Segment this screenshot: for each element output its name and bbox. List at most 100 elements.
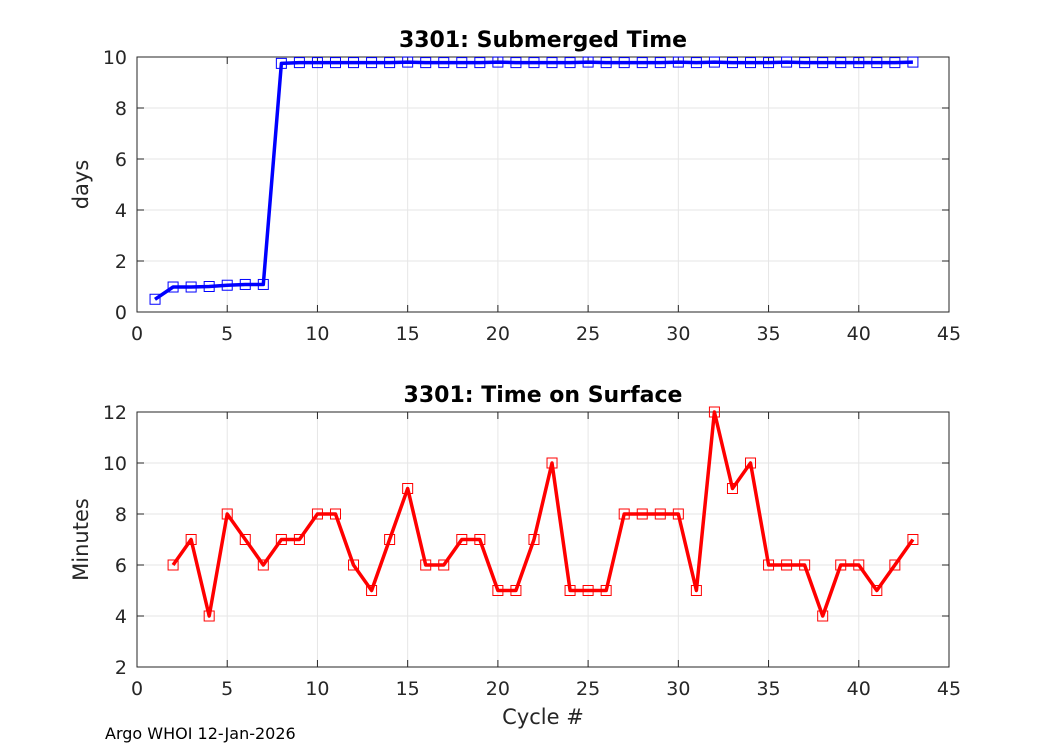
data-point bbox=[582, 56, 594, 68]
data-point bbox=[456, 57, 468, 69]
data-point bbox=[907, 534, 919, 545]
chart-title: 3301: Time on Surface bbox=[404, 383, 683, 408]
data-point bbox=[420, 559, 432, 571]
data-point bbox=[167, 559, 179, 571]
series-line bbox=[154, 60, 913, 301]
data-point bbox=[275, 57, 287, 69]
data-point bbox=[672, 56, 684, 68]
x-tick-label: 45 bbox=[937, 678, 961, 700]
data-point bbox=[781, 56, 793, 68]
data-point bbox=[582, 585, 594, 596]
data-point bbox=[600, 585, 612, 596]
data-point bbox=[708, 406, 720, 418]
x-tick-label: 40 bbox=[847, 678, 871, 700]
data-point bbox=[438, 559, 450, 571]
y-tick-label: 10 bbox=[103, 47, 127, 69]
footer-credit: Argo WHOI 12-Jan-2026 bbox=[105, 724, 296, 743]
data-point bbox=[311, 508, 323, 520]
series-line bbox=[171, 410, 915, 618]
data-point bbox=[438, 57, 450, 69]
data-point bbox=[528, 534, 540, 545]
y-tick-label: 6 bbox=[115, 149, 127, 171]
data-point bbox=[763, 57, 775, 69]
data-point bbox=[221, 508, 233, 520]
data-point bbox=[329, 508, 341, 520]
x-tick-label: 10 bbox=[305, 678, 329, 700]
data-point bbox=[726, 483, 738, 494]
x-tick-label: 25 bbox=[576, 678, 600, 700]
data-point bbox=[402, 56, 414, 68]
y-tick-label: 4 bbox=[115, 606, 127, 628]
data-point bbox=[853, 559, 865, 571]
plot-area bbox=[137, 412, 949, 667]
data-point bbox=[546, 457, 558, 469]
data-point bbox=[564, 585, 576, 596]
y-tick-label: 10 bbox=[103, 453, 127, 475]
data-point bbox=[275, 534, 287, 545]
x-tick-label: 35 bbox=[756, 678, 780, 700]
x-tick-label: 0 bbox=[131, 678, 143, 700]
data-point bbox=[889, 559, 901, 571]
x-tick-label: 20 bbox=[486, 678, 510, 700]
y-tick-label: 2 bbox=[115, 657, 127, 679]
data-point bbox=[654, 508, 666, 520]
plot-submerged-time: 0 5 10 15 20 25 30 35 40 45 0 2 4 6 8 10 3301: Submerged… bbox=[69, 28, 961, 345]
y-tick-label: 2 bbox=[115, 251, 127, 273]
data-point bbox=[257, 278, 269, 290]
x-tick-label: 10 bbox=[305, 323, 329, 345]
data-point bbox=[348, 57, 360, 69]
chart-title: 3301: Submerged Time bbox=[399, 28, 687, 53]
x-tick-label: 15 bbox=[396, 678, 420, 700]
data-point bbox=[871, 57, 883, 69]
data-point bbox=[835, 559, 847, 571]
data-point bbox=[745, 57, 757, 69]
data-point bbox=[817, 610, 829, 622]
x-tick-label: 5 bbox=[221, 678, 233, 700]
data-point bbox=[348, 559, 360, 571]
data-point bbox=[510, 57, 522, 69]
data-point bbox=[781, 559, 793, 571]
plot-area bbox=[137, 57, 949, 312]
x-tick-label: 40 bbox=[847, 323, 871, 345]
y-tick-label: 12 bbox=[103, 402, 127, 424]
data-point bbox=[618, 508, 630, 520]
data-point bbox=[293, 534, 305, 545]
data-point bbox=[366, 57, 378, 69]
x-axis-label: Cycle # bbox=[502, 705, 584, 729]
data-point bbox=[402, 483, 414, 494]
y-tick-label: 8 bbox=[115, 504, 127, 526]
x-tick-label: 15 bbox=[396, 323, 420, 345]
x-tick-label: 25 bbox=[576, 323, 600, 345]
data-point bbox=[636, 508, 648, 520]
data-point bbox=[799, 559, 811, 571]
x-tick-label: 0 bbox=[131, 323, 143, 345]
axes-frame bbox=[136, 56, 950, 313]
x-tick-label: 45 bbox=[937, 323, 961, 345]
data-point bbox=[474, 57, 486, 69]
data-point bbox=[853, 57, 865, 69]
data-point bbox=[690, 57, 702, 69]
data-point bbox=[221, 279, 233, 291]
data-point bbox=[907, 56, 919, 68]
x-tick-label: 20 bbox=[486, 323, 510, 345]
data-point bbox=[871, 585, 883, 596]
y-axis-label: days bbox=[69, 160, 93, 210]
y-tick-label: 8 bbox=[115, 98, 127, 120]
y-axis-label: Minutes bbox=[69, 498, 93, 581]
data-point bbox=[492, 585, 504, 596]
data-point bbox=[366, 585, 378, 596]
data-point bbox=[889, 57, 901, 69]
data-point bbox=[763, 559, 775, 571]
data-point bbox=[654, 57, 666, 69]
data-point bbox=[329, 57, 341, 69]
data-point bbox=[528, 57, 540, 69]
data-point bbox=[510, 585, 522, 596]
y-tick-label: 4 bbox=[115, 200, 127, 222]
data-point bbox=[203, 610, 215, 622]
data-point bbox=[672, 508, 684, 520]
data-point bbox=[618, 57, 630, 69]
data-point bbox=[636, 57, 648, 69]
x-tick-label: 30 bbox=[666, 323, 690, 345]
data-point bbox=[456, 534, 468, 545]
